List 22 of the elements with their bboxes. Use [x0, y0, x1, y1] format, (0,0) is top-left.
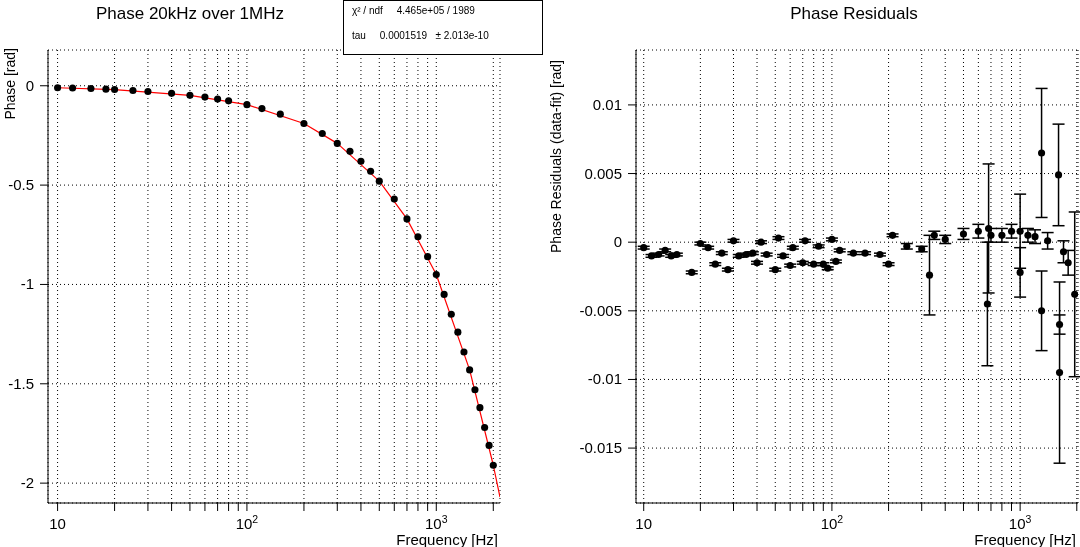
x-tick-label: 10	[49, 515, 66, 532]
y-tick-label: -0.5	[8, 176, 34, 194]
stats-box: χ² / ndf 4.465e+05 / 1989 tau 0.0001519 ± 2.013e-10	[343, 0, 543, 55]
x-tick-label: 10$^{2}$	[235, 513, 259, 532]
y-tick-label: -1.5	[8, 374, 34, 392]
y-axis-title: Phase [rad]	[2, 48, 18, 120]
y-tick-label: 0.005	[584, 164, 622, 182]
x-tick-label: 10$^{2}$	[820, 513, 844, 532]
chart-title: Phase Residuals	[789, 4, 919, 24]
chart-title: Phase 20kHz over 1MHz	[95, 4, 285, 24]
y-tick-label: 0	[25, 76, 34, 94]
y-tick-label: -0.015	[579, 439, 622, 457]
y-tick-label: -2	[20, 474, 34, 492]
y-tick-label: -1	[20, 275, 34, 293]
y-tick-label: 0	[613, 233, 622, 251]
y-axis-title: Phase Residuals (data-fit) [rad]	[548, 60, 564, 253]
x-tick-label: 10$^{3}$	[1008, 513, 1032, 532]
x-tick-label: 10$^{3}$	[425, 513, 448, 532]
y-tick-label: 0.01	[592, 95, 622, 113]
x-tick-label: 10	[635, 515, 653, 532]
y-tick-label: -0.005	[579, 301, 622, 319]
y-tick-label: -0.01	[587, 370, 622, 388]
